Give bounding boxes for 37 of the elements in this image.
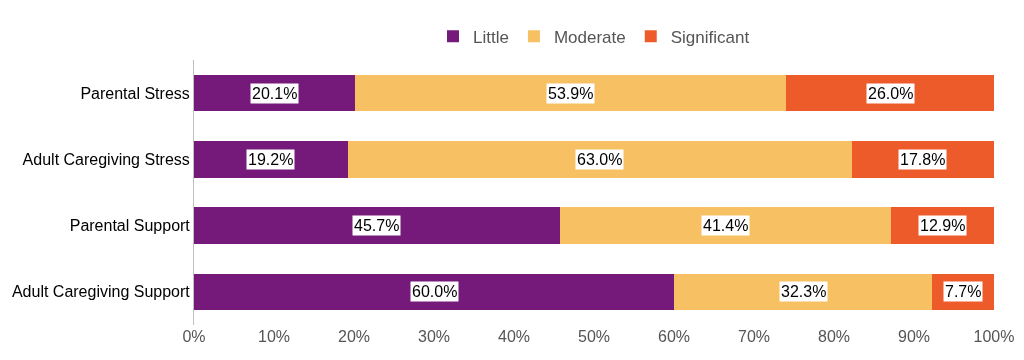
x-tick-label: 60% — [657, 328, 691, 345]
bar — [194, 273, 674, 311]
data-label: 53.9% — [548, 85, 594, 102]
legend-label: Moderate — [553, 27, 626, 47]
data-label: 17.8% — [900, 151, 946, 168]
y-tick-label: Parental Support — [69, 217, 191, 235]
y-tick-label: Adult Caregiving Stress — [22, 150, 190, 168]
bar — [347, 141, 852, 178]
data-label: 45.7% — [354, 217, 400, 234]
data-label: 20.1% — [252, 85, 298, 102]
x-tick-label: 50% — [577, 328, 611, 345]
data-label: 32.3% — [781, 283, 827, 300]
bar — [674, 273, 933, 311]
x-tick-label: 100% — [973, 328, 1015, 345]
legend-label: Significant — [670, 27, 750, 47]
data-label: 19.2% — [248, 151, 294, 168]
x-tick-label: 10% — [257, 328, 291, 345]
data-label: 60.0% — [412, 283, 458, 300]
data-label: 7.7% — [945, 283, 982, 300]
data-label: 63.0% — [577, 151, 623, 168]
x-tick-label: 70% — [737, 328, 771, 345]
bar — [194, 207, 560, 244]
x-tick-label: 90% — [897, 328, 931, 345]
data-label: 41.4% — [703, 217, 749, 234]
y-tick-label: Adult Caregiving Support — [11, 283, 191, 301]
x-tick-label: 0% — [182, 328, 206, 345]
bar — [354, 74, 786, 112]
bar — [786, 74, 994, 112]
x-tick-label: 30% — [417, 328, 451, 345]
bar — [559, 207, 891, 244]
x-tick-label: 40% — [497, 328, 531, 345]
x-tick-label: 20% — [337, 328, 371, 345]
data-label: 12.9% — [920, 217, 966, 234]
x-tick-label: 80% — [817, 328, 851, 345]
data-label: 26.0% — [868, 85, 914, 102]
y-tick-label: Parental Stress — [80, 84, 190, 102]
legend-label: Little — [473, 27, 509, 47]
